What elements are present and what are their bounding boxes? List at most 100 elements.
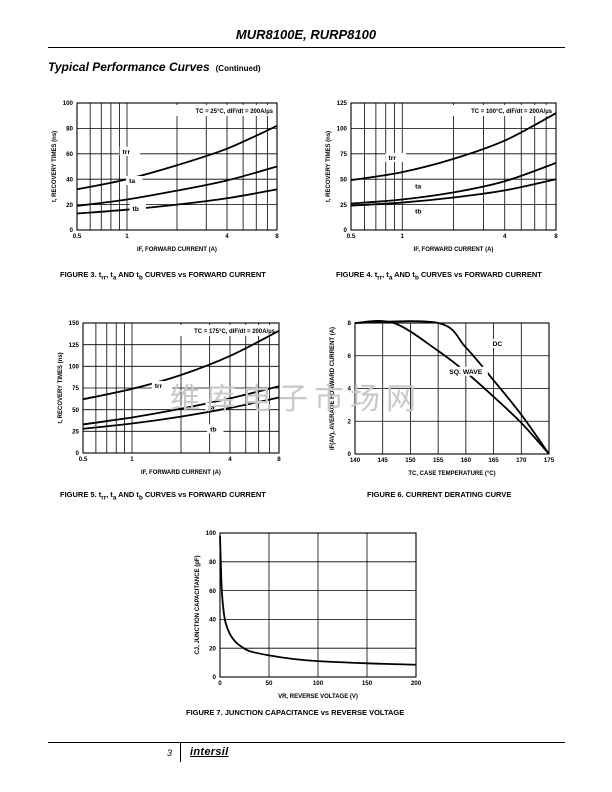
chart-figure-7: 0 50 100 150 200 0 20 40 60 80 100 VR, REVERSE VOLT… [195,530,422,700]
y-tick-label: 100 [69,364,80,371]
y-tick-label: 20 [66,202,73,209]
y-tick-label: 75 [340,151,347,158]
series-line-trr [76,125,278,191]
y-tick-label: 2 [348,418,352,425]
figure-7-caption: FIGURE 7. JUNCTION CAPACITANCE vs REVERS… [186,708,405,717]
condition-label: TC = 175°C, dIF/dt = 200A/µs [194,329,276,335]
x-tick-label: 1 [130,456,134,463]
x-tick-label: 4 [228,456,232,463]
series-line-ta [82,385,280,426]
y-tick-label: 25 [72,429,79,436]
series-label: tb [415,209,421,216]
x-tick-label: 1 [125,233,129,240]
series-label-bg [151,381,173,390]
plot-frame [350,102,557,231]
condition-label: TC = 100°C, dIF/dt = 200A/µs [471,109,553,115]
series-line-dc [354,320,550,455]
x-tick-label: 175 [544,457,555,464]
y-tick-label: 150 [69,320,80,327]
x-tick-label: 8 [277,456,281,463]
series-label-bg [126,176,143,186]
series-line-tb [82,396,280,430]
series-line-ta [350,162,557,205]
figure-6-caption: FIGURE 6. CURRENT DERATING CURVE [367,490,512,499]
plot-frame [219,532,417,678]
series-label-bg [119,146,141,156]
page-header-title: MUR8100E, RURP8100 [235,27,377,42]
series-label: trr [155,383,163,390]
x-axis-label: IF, FORWARD CURRENT (A) [141,470,221,476]
y-axis-label: t, RECOVERY TIMES (ns) [52,131,58,202]
y-tick-label: 0 [344,227,348,234]
x-tick-label: 155 [433,457,444,464]
y-tick-label: 40 [66,176,73,183]
section-title: Typical Performance Curves (Continued) [48,60,261,74]
condition-box [452,105,554,116]
series-label-bg [412,206,429,216]
footer-divider [180,742,181,762]
plot-frame [354,322,550,455]
y-tick-label: 0 [213,674,217,681]
section-title-text: Typical Performance Curves [48,60,210,74]
x-tick-label: 0.5 [73,233,82,240]
y-tick-label: 0 [70,227,74,234]
condition-box [175,325,277,336]
x-tick-label: 170 [516,457,527,464]
chart-grid [350,102,557,231]
series-label: tb [133,206,139,213]
x-tick-label: 0 [218,680,222,687]
series-line-tb [350,178,557,207]
x-axis-label: VR, REVERSE VOLTAGE (V) [278,694,358,700]
intersil-logo: intersil [190,746,229,758]
y-axis-label: t, RECOVERY TIMES (ns) [326,131,332,202]
y-tick-label: 20 [209,645,216,652]
x-tick-label: 8 [554,233,558,240]
y-tick-label: 80 [209,559,216,566]
series-label-bg [412,181,429,191]
y-tick-label: 60 [66,151,73,158]
y-tick-label: 25 [340,202,347,209]
series-line-ta [76,165,278,207]
x-tick-label: 200 [411,680,422,687]
x-tick-label: 165 [488,457,499,464]
y-tick-label: 80 [66,126,73,133]
x-tick-label: 0.5 [79,456,88,463]
series-label: trr [388,155,396,162]
x-axis-label: TC, CASE TEMPERATURE (°C) [408,471,495,477]
y-tick-label: 100 [63,100,74,107]
figure-4-caption: FIGURE 4. trr, ta AND tb CURVES vs FORWA… [336,270,542,282]
series-label-bg [207,424,224,434]
y-tick-label: 75 [72,385,79,392]
x-tick-label: 4 [225,233,229,240]
x-tick-label: 0.5 [347,233,356,240]
x-tick-label: 4 [503,233,507,240]
chart-figure-6: 140 145 150 155 160 165 170 175 0 2 4 6 8 TC, CASE TE… [330,320,555,477]
y-axis-label: t, RECOVERY TIMES (ns) [58,352,64,423]
x-tick-label: 160 [461,457,472,464]
y-tick-label: 125 [69,342,80,349]
x-tick-label: 1 [401,233,405,240]
y-tick-label: 100 [337,126,348,133]
x-axis-label: IF, FORWARD CURRENT (A) [414,247,494,253]
series-line-cj [219,535,417,666]
series-line-trr [350,112,557,182]
series-label: trr [123,149,131,156]
y-tick-label: 0 [348,451,352,458]
condition-label: TC = 25°C, dIF/dt = 200A/µs [195,109,273,115]
figure-5-caption: FIGURE 5. trr, ta AND tb CURVES vs FORWA… [60,490,266,502]
watermark: 维库电子市场网 [170,382,422,417]
y-axis-label: IF(AV), AVERAGE FORWARD CURRENT (A) [330,327,336,450]
series-label: ta [415,183,421,190]
condition-box [173,105,275,116]
header-rule [48,47,565,48]
x-axis-label: IF, FORWARD CURRENT (A) [137,247,217,253]
y-tick-label: 60 [209,588,216,595]
y-tick-label: 6 [348,353,352,360]
series-line-tb [76,188,278,215]
section-continued: (Continued) [215,64,261,73]
y-tick-label: 40 [209,617,216,624]
y-tick-label: 0 [76,450,80,457]
series-label-bg [385,152,407,162]
y-tick-label: 100 [206,530,217,537]
